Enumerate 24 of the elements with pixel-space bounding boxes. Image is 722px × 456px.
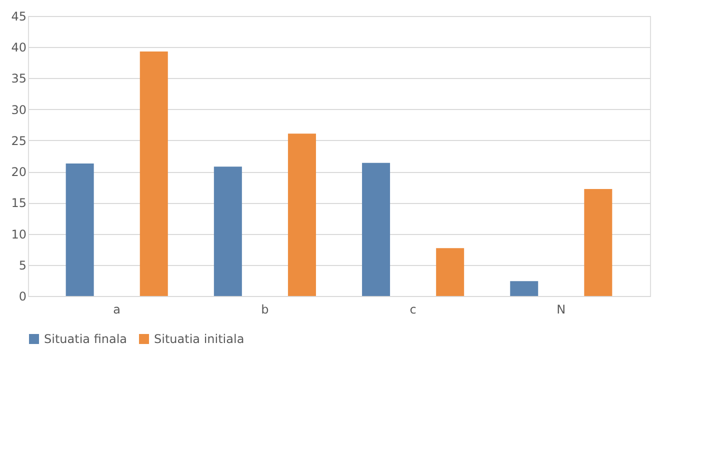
- legend-label: Situatia finala: [44, 332, 128, 346]
- y-tick-label: 5: [18, 258, 26, 272]
- y-tick-label: 20: [11, 165, 26, 180]
- y-tick-label: 35: [11, 72, 26, 86]
- y-tick-label: 40: [11, 40, 26, 55]
- bar: [584, 188, 612, 296]
- x-tick-label: b: [261, 302, 269, 316]
- y-tick-label: 15: [11, 196, 26, 210]
- x-tick-label: a: [113, 302, 121, 316]
- x-tick-label: c: [410, 302, 416, 316]
- y-tick-label: 0: [18, 290, 26, 304]
- bar: [288, 134, 316, 296]
- bar: [510, 281, 538, 296]
- y-tick-label: 45: [11, 10, 26, 24]
- bar: [362, 162, 390, 296]
- bar: [214, 166, 242, 296]
- bar: [66, 163, 94, 296]
- y-tick-label: 10: [11, 227, 26, 242]
- y-tick-label: 30: [11, 102, 26, 117]
- x-tick-label: N: [556, 302, 566, 316]
- y-tick-label: 25: [11, 134, 26, 148]
- bar: [436, 248, 464, 296]
- bar: [140, 51, 168, 296]
- legend-label: Situatia initiala: [154, 332, 244, 346]
